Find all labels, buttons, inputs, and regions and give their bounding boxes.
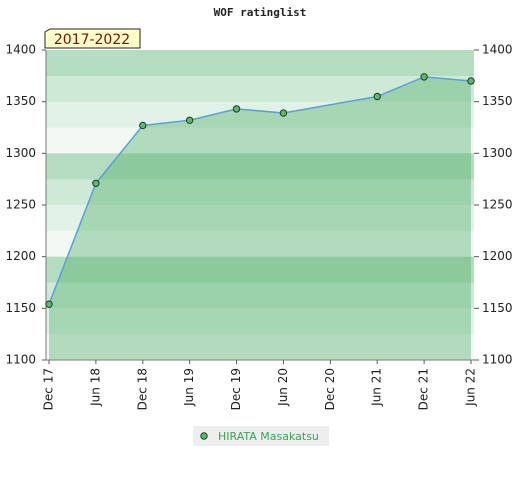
- y2-tick-label: 1350: [482, 94, 513, 108]
- point: [139, 121, 147, 130]
- x-tick-label: Dec 20: [323, 368, 337, 410]
- x-tick-label: Jun 18: [88, 368, 102, 407]
- background-band: [46, 256, 474, 283]
- y-tick-label: 1100: [5, 353, 36, 367]
- x-tick-label: Jun 19: [182, 368, 196, 407]
- legend-box: [193, 426, 329, 446]
- point: [92, 179, 100, 188]
- area: [49, 76, 471, 360]
- point: [279, 109, 288, 117]
- background-band: [46, 308, 474, 335]
- x-tick-label: Dec 21: [417, 368, 431, 410]
- chart-title: WOF ratinglist: [214, 6, 307, 19]
- background-band: [46, 282, 474, 309]
- legend-marker: [200, 432, 208, 440]
- y2-tick-label: 1400: [482, 43, 513, 57]
- y2-tick-label: 1100: [482, 353, 513, 367]
- background-band: [46, 205, 474, 232]
- x-tick-label: Dec 17: [42, 368, 56, 410]
- point: [185, 116, 194, 124]
- y2-tick-label: 1250: [482, 198, 513, 212]
- x-tick-label: Dec 19: [229, 368, 243, 410]
- legend-label: HIRATA Masakatsu: [218, 430, 319, 443]
- y2-tick-label: 1150: [482, 301, 513, 315]
- background-band: [46, 101, 474, 128]
- point: [467, 77, 475, 85]
- badge: [44, 28, 141, 49]
- point: [232, 105, 241, 113]
- y-tick-label: 1350: [5, 94, 36, 108]
- y2-tick-label: 1200: [482, 249, 513, 263]
- point: [420, 73, 428, 81]
- y-tick-label: 1300: [5, 146, 36, 160]
- badge-label: 2017-2022: [54, 32, 130, 48]
- background-band: [46, 334, 474, 361]
- background-band: [46, 75, 474, 103]
- y2-tick-label: 1300: [482, 146, 513, 160]
- background-band: [46, 179, 474, 206]
- y-tick-label: 1200: [5, 249, 36, 263]
- x-tick-label: Jun 20: [276, 368, 290, 407]
- point: [45, 300, 53, 308]
- y-tick-label: 1400: [5, 43, 36, 57]
- y-tick-label: 1250: [5, 198, 36, 212]
- x-tick-label: Dec 18: [135, 368, 149, 410]
- x-tick-label: Jun 21: [370, 368, 384, 407]
- point: [373, 92, 381, 101]
- background-band: [46, 127, 474, 154]
- y-tick-label: 1150: [5, 301, 36, 315]
- background-band: [46, 230, 474, 258]
- legend: HIRATA Masakatsu: [193, 426, 329, 446]
- x-tick-label: Jun 22: [464, 368, 478, 407]
- background-band: [46, 50, 474, 77]
